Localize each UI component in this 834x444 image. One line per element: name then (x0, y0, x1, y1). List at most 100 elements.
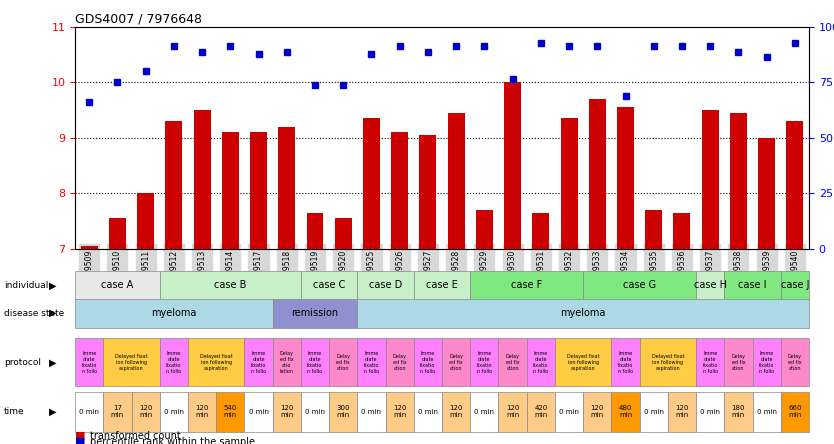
Text: 0 min: 0 min (361, 408, 381, 415)
Text: case H: case H (694, 280, 726, 290)
Text: 120
min: 120 min (506, 405, 520, 418)
Text: Delayed fixat
ion following
aspiration: Delayed fixat ion following aspiration (200, 354, 233, 371)
Bar (334, 218, 352, 249)
Bar (81, 246, 98, 249)
Text: 0 min: 0 min (559, 408, 579, 415)
Text: percentile rank within the sample: percentile rank within the sample (90, 437, 255, 444)
Bar (391, 132, 408, 249)
Bar (420, 135, 436, 249)
Bar (617, 107, 634, 249)
Text: 120
min: 120 min (590, 405, 604, 418)
Text: 120
min: 120 min (393, 405, 406, 418)
Text: case G: case G (623, 280, 656, 290)
Text: Delay
ed fix
ation: Delay ed fix ation (731, 354, 746, 371)
Text: Imme
diate
fixatio
n follo: Imme diate fixatio n follo (420, 351, 435, 373)
Text: 0 min: 0 min (249, 408, 269, 415)
Text: Delay
ed fix
ation: Delay ed fix ation (393, 354, 407, 371)
Text: 480
min: 480 min (619, 405, 632, 418)
Bar (109, 218, 126, 249)
Text: 300
min: 300 min (336, 405, 350, 418)
Bar (646, 210, 662, 249)
Bar (730, 113, 747, 249)
Text: 120
min: 120 min (139, 405, 153, 418)
Text: myeloma: myeloma (151, 308, 197, 318)
Bar (560, 118, 577, 249)
Text: ▶: ▶ (49, 280, 56, 290)
Text: Imme
diate
fixatio
n follo: Imme diate fixatio n follo (759, 351, 774, 373)
Text: case F: case F (511, 280, 542, 290)
Text: 0 min: 0 min (475, 408, 495, 415)
Bar (250, 132, 267, 249)
Bar (476, 210, 493, 249)
Text: time: time (4, 407, 25, 416)
Bar (786, 121, 803, 249)
Text: Delay
ed fix
ation: Delay ed fix ation (450, 354, 463, 371)
Bar (504, 82, 521, 249)
Text: Delayed fixat
ion following
aspiration: Delayed fixat ion following aspiration (115, 354, 148, 371)
Bar (222, 132, 239, 249)
Text: ▶: ▶ (49, 308, 56, 318)
Bar (589, 99, 605, 249)
Text: 0 min: 0 min (79, 408, 99, 415)
Bar (307, 213, 324, 249)
Text: 0 min: 0 min (418, 408, 438, 415)
Bar (701, 110, 719, 249)
Text: 0 min: 0 min (756, 408, 776, 415)
Text: ■: ■ (75, 437, 86, 444)
Bar (532, 213, 550, 249)
Text: Delayed fixat
ion following
aspiration: Delayed fixat ion following aspiration (567, 354, 600, 371)
Text: protocol: protocol (4, 358, 41, 367)
Text: transformed count: transformed count (90, 431, 181, 441)
Text: Imme
diate
fixatio
n follo: Imme diate fixatio n follo (307, 351, 323, 373)
Text: case D: case D (369, 280, 402, 290)
Text: Imme
diate
fixatio
n follo: Imme diate fixatio n follo (618, 351, 633, 373)
Text: 180
min: 180 min (731, 405, 745, 418)
Text: Delay
ed fix
ation: Delay ed fix ation (505, 354, 520, 371)
Text: ▶: ▶ (49, 357, 56, 367)
Text: Imme
diate
fixatio
n follo: Imme diate fixatio n follo (166, 351, 182, 373)
Text: 0 min: 0 min (644, 408, 664, 415)
Text: case C: case C (313, 280, 345, 290)
Bar (758, 138, 775, 249)
Text: 120
min: 120 min (676, 405, 689, 418)
Text: Imme
diate
fixatio
n follo: Imme diate fixatio n follo (364, 351, 379, 373)
Text: Imme
diate
fixatio
n follo: Imme diate fixatio n follo (477, 351, 492, 373)
Text: 0 min: 0 min (163, 408, 183, 415)
Text: 420
min: 420 min (535, 405, 547, 418)
Text: 540
min: 540 min (224, 405, 237, 418)
Text: case A: case A (101, 280, 133, 290)
Text: myeloma: myeloma (560, 308, 605, 318)
Bar (448, 113, 465, 249)
Bar (193, 110, 210, 249)
Text: 120
min: 120 min (280, 405, 294, 418)
Text: case B: case B (214, 280, 247, 290)
Text: 120
min: 120 min (450, 405, 463, 418)
Text: Delayed fixat
ion following
aspiration: Delayed fixat ion following aspiration (651, 354, 684, 371)
Bar (165, 121, 183, 249)
Text: Imme
diate
fixatio
n follo: Imme diate fixatio n follo (251, 351, 266, 373)
Text: 17
min: 17 min (111, 405, 124, 418)
Text: 0 min: 0 min (305, 408, 325, 415)
Bar (279, 127, 295, 249)
Text: ▶: ▶ (49, 407, 56, 416)
Text: case I: case I (738, 280, 766, 290)
Text: Imme
diate
fixatio
n follo: Imme diate fixatio n follo (533, 351, 549, 373)
Text: case E: case E (426, 280, 458, 290)
Text: disease state: disease state (4, 309, 64, 318)
Text: 660
min: 660 min (788, 405, 801, 418)
Text: Imme
diate
fixatio
n follo: Imme diate fixatio n follo (82, 351, 97, 373)
Text: GDS4007 / 7976648: GDS4007 / 7976648 (75, 12, 202, 25)
Text: ■: ■ (75, 431, 86, 441)
Text: individual: individual (4, 281, 48, 290)
Text: Imme
diate
fixatio
n follo: Imme diate fixatio n follo (702, 351, 718, 373)
Text: Delay
ed fix
ation: Delay ed fix ation (336, 354, 350, 371)
Text: Delay
ed fix
atio
lation: Delay ed fix atio lation (279, 351, 294, 373)
Text: case J: case J (781, 280, 809, 290)
Text: remission: remission (291, 308, 339, 318)
Text: 120
min: 120 min (195, 405, 208, 418)
Text: Delay
ed fix
ation: Delay ed fix ation (788, 354, 801, 371)
Text: 0 min: 0 min (701, 408, 721, 415)
Bar (137, 193, 154, 249)
Bar (674, 213, 691, 249)
Bar (363, 118, 380, 249)
